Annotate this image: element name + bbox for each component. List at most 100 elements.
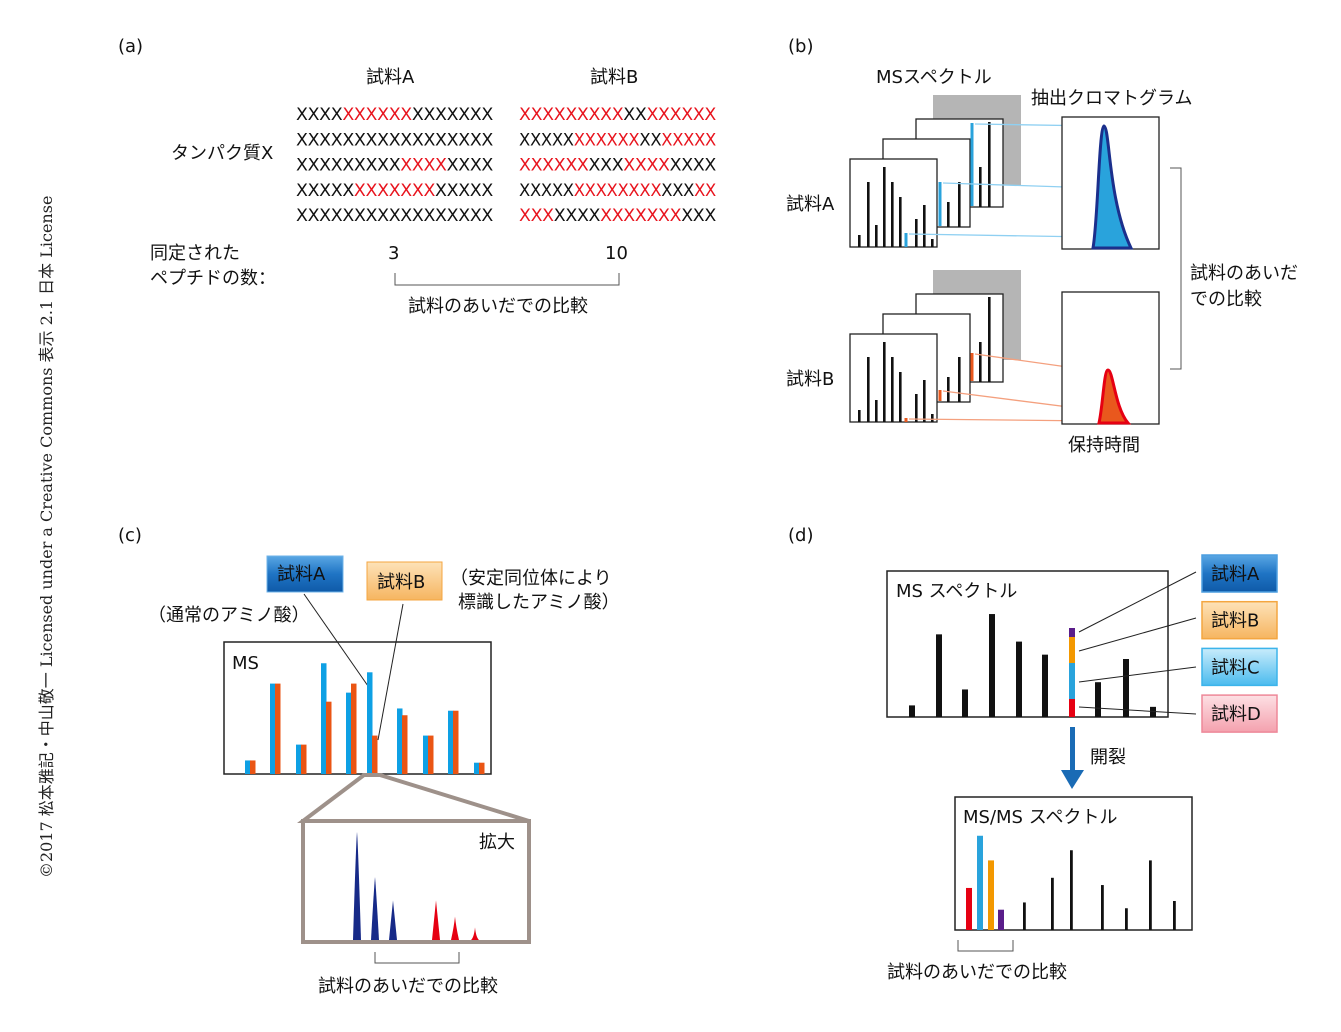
- ms-box: [886, 570, 1169, 718]
- spectrum-peak: [958, 357, 961, 402]
- fragment-peak: [1023, 902, 1026, 930]
- connector-line: [908, 233, 1091, 238]
- light-isotope-peak: [353, 832, 361, 940]
- spectrum-peak: [931, 239, 934, 247]
- zoom-peaks: [353, 832, 479, 940]
- ms-label: MS: [232, 653, 259, 674]
- cleavage-arrow-icon: [1061, 770, 1084, 789]
- matched-segment: XXXX: [623, 156, 669, 175]
- sample-badge: [1201, 554, 1278, 593]
- sample-b-header: 試料B: [590, 67, 638, 88]
- ms-peak: [989, 614, 995, 717]
- comparison-label: 試料のあいだでの比較: [408, 296, 588, 317]
- identified-label-line2: ペプチドの数：: [150, 268, 276, 289]
- ms-peak: [1016, 641, 1022, 717]
- spectrum-peak: [988, 122, 991, 207]
- sequence-row: XXXXXXXXXXXXXXXXXX: [519, 130, 716, 149]
- heavy-peak: [301, 744, 307, 774]
- ms-peak: [909, 705, 915, 717]
- pointer-line-a: [303, 593, 369, 687]
- sample-badges: 試料A 試料B 試料C 試料D: [1078, 554, 1278, 733]
- highlighted-peak: [970, 353, 974, 381]
- comparison-bracket: [374, 952, 460, 964]
- light-isotope-peak: [371, 877, 379, 940]
- spectrum-peak: [858, 235, 861, 247]
- panel-a-label: (a): [118, 36, 143, 57]
- sample-a-header: 試料A: [366, 67, 415, 88]
- heavy-isotope-peak: [471, 927, 479, 940]
- panel-d-label: (d): [788, 525, 813, 546]
- sample-badge: [1201, 647, 1278, 687]
- pointer-line: [1078, 617, 1197, 652]
- ms-bars: [245, 663, 485, 774]
- cleavage-label: 開裂: [1090, 747, 1126, 768]
- comparison-label: 試料のあいだでの比較: [887, 962, 1067, 983]
- spectrum-peak: [867, 182, 870, 247]
- spectrum-peak: [979, 167, 982, 207]
- matched-segment: XXXXXX: [342, 105, 412, 124]
- xic-label: 抽出クロマトグラム: [1031, 88, 1192, 109]
- sample-a-badge: [266, 555, 344, 593]
- ms-spectrum-label: MS スペクトル: [896, 581, 1017, 602]
- ms-spectrum-label: MSスペクトル: [876, 67, 992, 88]
- zoom-box: [301, 819, 531, 944]
- sequence-row: XXXXXXXXXXXXXXXXX: [296, 206, 493, 225]
- light-peak: [474, 762, 480, 774]
- multiplexed-peak-segment: [1069, 699, 1075, 717]
- unmatched-segment: XX: [639, 130, 661, 149]
- sample-a-note: （通常のアミノ酸）: [148, 605, 310, 626]
- spectrum-peak: [867, 357, 870, 422]
- light-peak: [296, 744, 302, 774]
- panel-c: (c) 試料A 試料B （通常のアミノ酸） （安定同位体により 標識したアミノ酸…: [118, 525, 620, 997]
- cleavage-arrow-shaft: [1070, 727, 1075, 773]
- pointer-line: [1078, 706, 1197, 715]
- multiplexed-peak-segment: [1069, 663, 1075, 699]
- spectrum-peak: [891, 182, 894, 247]
- pointer-line-b: [377, 603, 404, 741]
- light-peak: [367, 672, 373, 774]
- unmatched-segment: XXXXXXXXX: [296, 156, 400, 175]
- sample-b-note-line1: （安定同位体により: [450, 568, 612, 589]
- spectrum-peak: [958, 182, 961, 227]
- ms-peak: [936, 634, 942, 717]
- matched-segment: XXXXXX: [646, 105, 716, 124]
- unmatched-segment: XXX: [589, 156, 624, 175]
- light-peak: [346, 692, 352, 774]
- highlighted-peak: [904, 233, 908, 247]
- sample-b-badge-text: 試料B: [377, 572, 425, 593]
- spectrum-peak: [979, 342, 982, 382]
- reporter-ion-peak: [966, 887, 972, 930]
- heavy-peak: [326, 701, 332, 774]
- unmatched-segment: XXXX: [670, 156, 716, 175]
- highlighted-peak: [938, 182, 942, 226]
- pointer-line: [1078, 571, 1197, 633]
- protein-label: タンパク質X: [171, 143, 273, 164]
- light-peak: [245, 760, 251, 774]
- sample-badge: [1201, 694, 1278, 733]
- sequence-row: XXXXXXXXXXXXXXXXXX: [519, 181, 716, 200]
- spectrum-peak: [899, 197, 902, 247]
- panel-c-label: (c): [118, 525, 142, 546]
- heavy-isotope-peak: [432, 900, 440, 940]
- comparison-label: 試料のあいだでの比較: [318, 976, 498, 997]
- unmatched-segment: XXXX: [296, 105, 342, 124]
- ms-peak: [962, 689, 968, 717]
- highlighted-peak: [938, 390, 942, 401]
- msms-peaks: [966, 835, 1176, 930]
- matched-segment: XXXXXX: [574, 130, 640, 149]
- panel-d: (d) MS スペクトル 試料A 試料B 試料C 試料D 開裂 MS/MS スペクトル…: [788, 525, 1278, 983]
- sample-b-label: 試料B: [786, 369, 834, 390]
- unmatched-segment: XXX: [661, 181, 694, 200]
- heavy-isotope-peak: [451, 916, 459, 940]
- sample-badge-text: 試料D: [1211, 704, 1261, 725]
- matched-segment: XXXXXXX: [354, 181, 435, 200]
- spectrum-peak: [875, 225, 878, 247]
- spectrum-peak: [915, 219, 918, 247]
- spectrum-peak: [858, 410, 861, 422]
- heavy-peak: [453, 710, 459, 774]
- matched-segment: XXXXXX: [519, 156, 589, 175]
